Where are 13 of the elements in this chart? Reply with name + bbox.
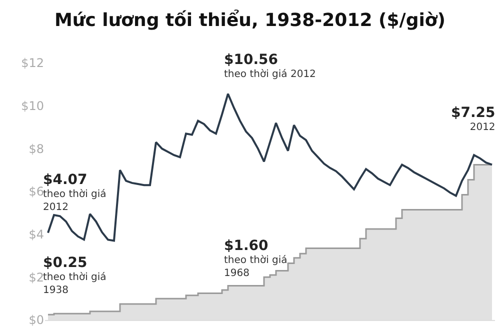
chart-title: Mức lương tối thiểu, 1938-2012 ($/giờ) — [54, 8, 446, 31]
annotation: $4.07 theo thời giá 2012 — [43, 172, 106, 213]
annotation: $10.56 theo thời giá 2012 — [224, 52, 316, 80]
annotation: $0.25 theo thời giá 1938 — [43, 255, 106, 296]
annotation: $7.25 2012 — [451, 105, 496, 133]
y-tick-label: $4 — [28, 228, 44, 242]
y-tick-label: $12 — [21, 56, 44, 70]
annotation: $1.60 theo thời giá 1968 — [224, 238, 288, 279]
y-tick-label: $6 — [28, 184, 44, 199]
y-tick-label: $10 — [21, 99, 44, 114]
y-tick-label: $2 — [28, 270, 44, 284]
y-tick-label: $0 — [28, 313, 44, 328]
y-tick-label: $8 — [28, 142, 44, 156]
